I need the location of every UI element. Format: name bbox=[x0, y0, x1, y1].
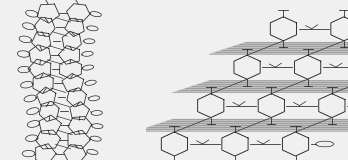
Polygon shape bbox=[172, 80, 348, 92]
Polygon shape bbox=[209, 42, 348, 54]
Polygon shape bbox=[136, 119, 348, 131]
